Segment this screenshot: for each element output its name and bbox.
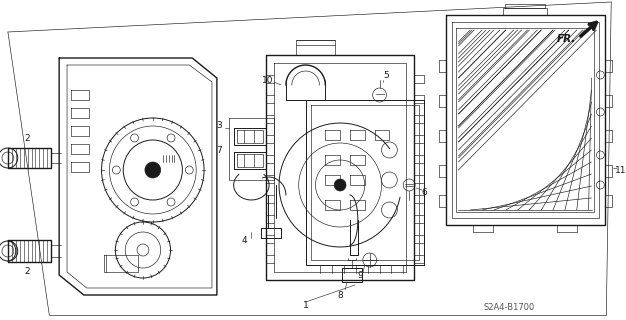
Text: 1: 1 <box>303 300 309 309</box>
Text: 6: 6 <box>421 188 427 196</box>
Text: 11: 11 <box>615 165 626 174</box>
Text: 2: 2 <box>25 268 31 276</box>
Text: FR.: FR. <box>557 34 577 44</box>
Text: 3: 3 <box>216 121 222 130</box>
Text: 7: 7 <box>216 146 222 155</box>
Text: 5: 5 <box>384 70 389 79</box>
Text: 10: 10 <box>262 76 274 84</box>
Text: 4: 4 <box>242 236 247 244</box>
Text: 8: 8 <box>337 291 343 300</box>
Circle shape <box>334 179 346 191</box>
Text: S2A4-B1700: S2A4-B1700 <box>483 303 535 313</box>
Circle shape <box>145 162 161 178</box>
Text: 2: 2 <box>25 133 31 142</box>
Text: 9: 9 <box>357 270 362 279</box>
